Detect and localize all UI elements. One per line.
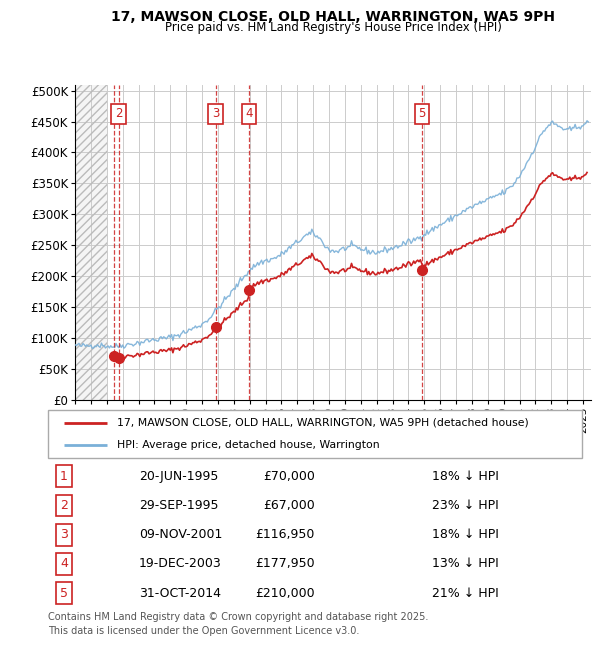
Text: 23% ↓ HPI: 23% ↓ HPI <box>433 499 499 512</box>
Text: £210,000: £210,000 <box>256 586 315 599</box>
Text: 3: 3 <box>60 528 68 541</box>
Text: 18% ↓ HPI: 18% ↓ HPI <box>433 528 499 541</box>
Text: 18% ↓ HPI: 18% ↓ HPI <box>433 469 499 482</box>
Text: 29-SEP-1995: 29-SEP-1995 <box>139 499 218 512</box>
FancyBboxPatch shape <box>48 410 582 458</box>
Text: £67,000: £67,000 <box>263 499 315 512</box>
Text: 21% ↓ HPI: 21% ↓ HPI <box>433 586 499 599</box>
Text: Price paid vs. HM Land Registry's House Price Index (HPI): Price paid vs. HM Land Registry's House … <box>164 21 502 34</box>
Bar <box>75 84 107 400</box>
Text: 2: 2 <box>115 107 122 120</box>
Text: 13% ↓ HPI: 13% ↓ HPI <box>433 558 499 571</box>
Text: 09-NOV-2001: 09-NOV-2001 <box>139 528 222 541</box>
Text: £177,950: £177,950 <box>256 558 315 571</box>
Text: 17, MAWSON CLOSE, OLD HALL, WARRINGTON, WA5 9PH (detached house): 17, MAWSON CLOSE, OLD HALL, WARRINGTON, … <box>118 418 529 428</box>
Text: 1: 1 <box>60 469 68 482</box>
Text: 19-DEC-2003: 19-DEC-2003 <box>139 558 221 571</box>
Text: 5: 5 <box>418 107 425 120</box>
Text: 31-OCT-2014: 31-OCT-2014 <box>139 586 221 599</box>
Text: 3: 3 <box>212 107 220 120</box>
Text: £70,000: £70,000 <box>263 469 315 482</box>
Text: 4: 4 <box>60 558 68 571</box>
Text: 17, MAWSON CLOSE, OLD HALL, WARRINGTON, WA5 9PH: 17, MAWSON CLOSE, OLD HALL, WARRINGTON, … <box>111 10 555 24</box>
Text: 2: 2 <box>60 499 68 512</box>
Bar <box>75 84 107 400</box>
Text: Contains HM Land Registry data © Crown copyright and database right 2025.
This d: Contains HM Land Registry data © Crown c… <box>48 612 428 636</box>
Text: HPI: Average price, detached house, Warrington: HPI: Average price, detached house, Warr… <box>118 440 380 450</box>
Text: 5: 5 <box>60 586 68 599</box>
Text: £116,950: £116,950 <box>256 528 315 541</box>
Text: 20-JUN-1995: 20-JUN-1995 <box>139 469 218 482</box>
Text: 4: 4 <box>245 107 253 120</box>
